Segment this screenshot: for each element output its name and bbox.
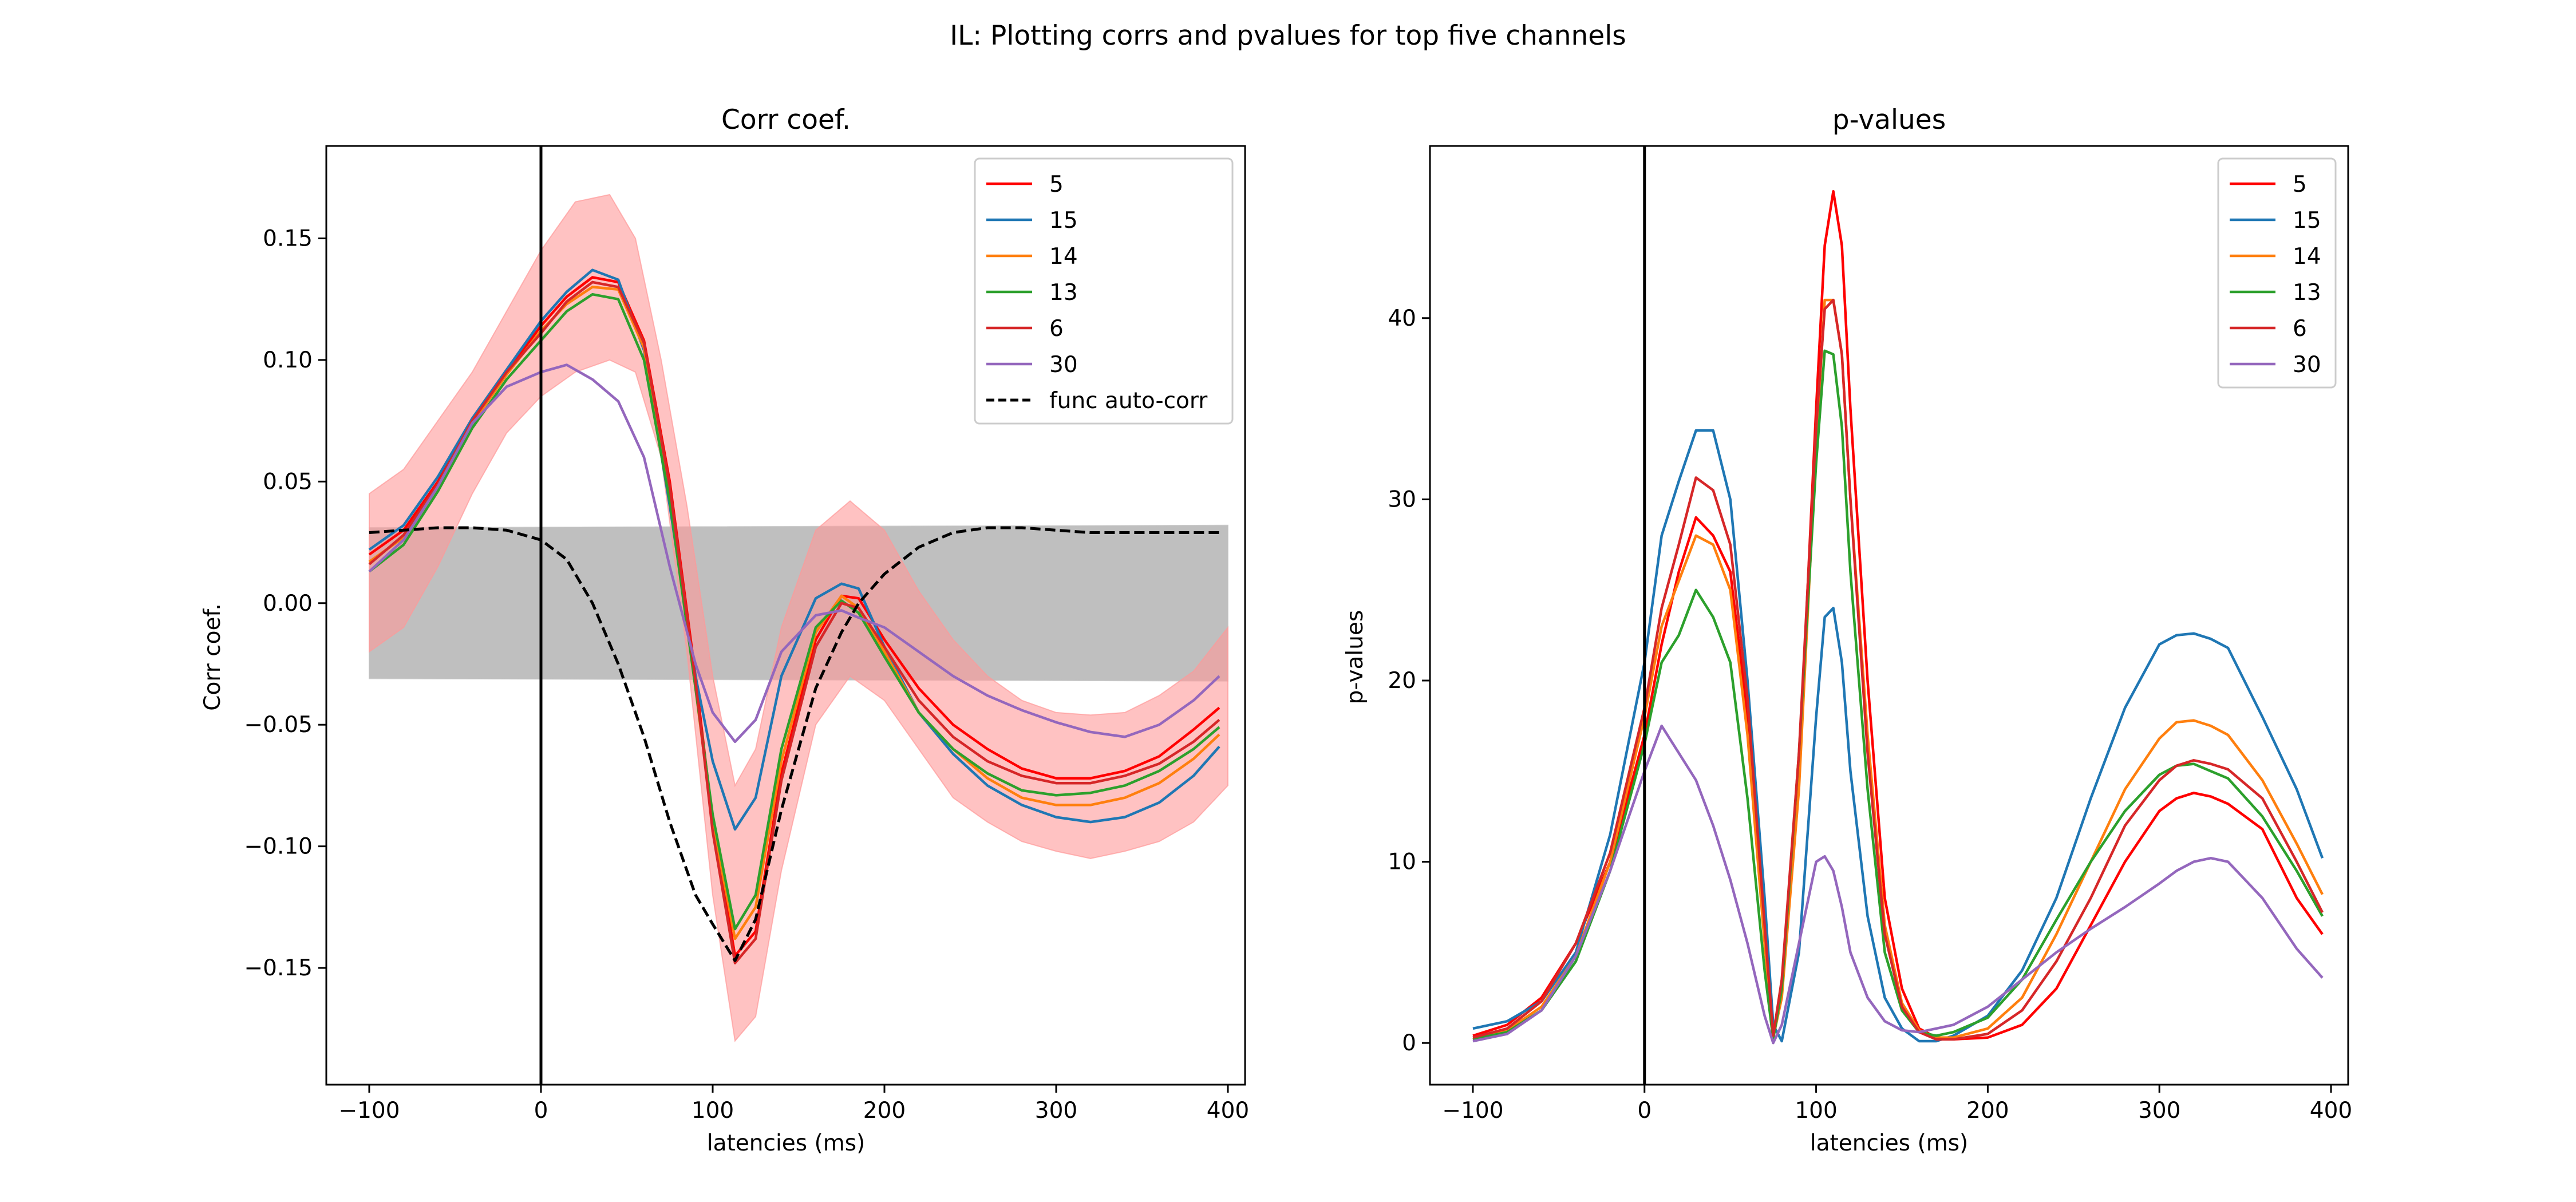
corr-coef-ticks: −100 0 100 200 300 400 −0.15 −0.10 −0.05 0.00 0.05… [244, 226, 1249, 1124]
corr-coef-series-30-line [368, 363, 1220, 744]
corr-coef-legend-label-6: 6 [1049, 316, 1064, 342]
corr-coef-ci-band [369, 193, 1228, 1042]
corr-coef-axes-frame [325, 145, 1246, 1086]
corr-coef-series-15-line [368, 268, 1220, 831]
p-values-xtick-label: 200 [1966, 1098, 2009, 1124]
corr-coef-ytick-label: −0.05 [244, 712, 313, 738]
p-values-legend-label-15: 15 [2293, 208, 2321, 234]
p-values-series-group [1472, 146, 2324, 1085]
p-values-title: p-values [1832, 104, 1946, 136]
corr-coef-series-group [368, 146, 1228, 1085]
p-values-ytick-label: 0 [1402, 1030, 1416, 1056]
corr-coef-ytick-label: 0.10 [263, 347, 313, 373]
p-values-xtick-label: 400 [2310, 1098, 2352, 1124]
corr-coef-xtick-label: 400 [1207, 1098, 1249, 1124]
corr-coef-legend-label-14: 14 [1049, 244, 1078, 270]
p-values-series-15-line [1472, 429, 2324, 1043]
p-values-xtick-label: 0 [1637, 1098, 1652, 1124]
p-values-series-13-line [1472, 349, 2324, 1041]
corr-coef-ytick-label: 0.15 [263, 226, 313, 251]
corr-coef-panel: Corr coef. latencies (ms) Corr coef. −10… [200, 104, 1249, 1156]
p-values-ytick-label: 20 [1388, 668, 1416, 694]
corr-coef-title: Corr coef. [721, 104, 851, 136]
p-values-axes-frame [1429, 145, 2349, 1086]
p-values-series-6-line [1472, 298, 2324, 1041]
corr-coef-xtick-label: 0 [534, 1098, 548, 1124]
corr-coef-ytick-label: −0.15 [244, 955, 313, 981]
corr-coef-series-func-auto-corr-line [369, 526, 1219, 962]
corr-coef-ylabel: Corr coef. [200, 603, 226, 710]
corr-coef-legend-label-30: 30 [1049, 352, 1078, 378]
p-values-ytick-label: 40 [1388, 306, 1416, 331]
corr-coef-legend: 5 15 14 13 6 30 func auto-corr [974, 157, 1234, 425]
p-values-panel: p-values latencies (ms) p-values −100 0 10… [1342, 104, 2352, 1156]
p-values-legend-label-13: 13 [2293, 280, 2321, 306]
corr-coef-xtick-label: −100 [338, 1098, 400, 1124]
corr-coef-ytick-label: 0.05 [263, 469, 313, 495]
p-values-legend-label-5: 5 [2293, 172, 2307, 197]
corr-coef-legend-label-5: 5 [1049, 172, 1064, 197]
p-values-ytick-label: 30 [1388, 487, 1416, 512]
corr-coef-xtick-label: 200 [863, 1098, 906, 1124]
corr-coef-plot-area: −100 0 100 200 300 400 −0.15 −0.10 −0.05 0.00 0.05… [244, 145, 1249, 1124]
corr-coef-legend-label-15: 15 [1049, 208, 1078, 234]
p-values-xtick-label: −100 [1442, 1098, 1503, 1124]
p-values-ticks: −100 0 100 200 300 400 0 10 20 30 40 [1388, 306, 2352, 1124]
p-values-ylabel: p-values [1342, 610, 1368, 705]
corr-coef-legend-label-13: 13 [1049, 280, 1078, 306]
p-values-ytick-label: 10 [1388, 849, 1416, 875]
p-values-legend-label-6: 6 [2293, 316, 2307, 342]
p-values-series-5-line [1472, 189, 2324, 1041]
p-values-series-30-line [1472, 724, 2324, 1045]
p-values-plot-area: −100 0 100 200 300 400 0 10 20 30 40 5 15 14 13 6 30 [1388, 145, 2352, 1124]
corr-coef-xtick-label: 100 [692, 1098, 734, 1124]
p-values-legend-label-30: 30 [2293, 352, 2321, 378]
figure-suptitle: IL: Plotting corrs and pvalues for top f… [950, 20, 1626, 52]
p-values-xtick-label: 300 [2138, 1098, 2180, 1124]
corr-coef-ytick-label: −0.10 [244, 834, 313, 860]
p-values-legend-box [2217, 157, 2337, 389]
p-values-xtick-label: 100 [1795, 1098, 1837, 1124]
p-values-xlabel: latencies (ms) [1810, 1130, 1968, 1156]
p-values-legend-label-14: 14 [2293, 244, 2321, 270]
p-values-legend: 5 15 14 13 6 30 [2217, 157, 2337, 389]
corr-coef-xtick-label: 300 [1035, 1098, 1077, 1124]
corr-coef-series-13-line [368, 292, 1220, 931]
corr-coef-ytick-label: 0.00 [263, 591, 313, 616]
corr-coef-legend-label-func-auto-corr: func auto-corr [1049, 388, 1208, 414]
corr-coef-xlabel: latencies (ms) [707, 1130, 865, 1156]
corr-coef-legend-box [974, 157, 1234, 425]
